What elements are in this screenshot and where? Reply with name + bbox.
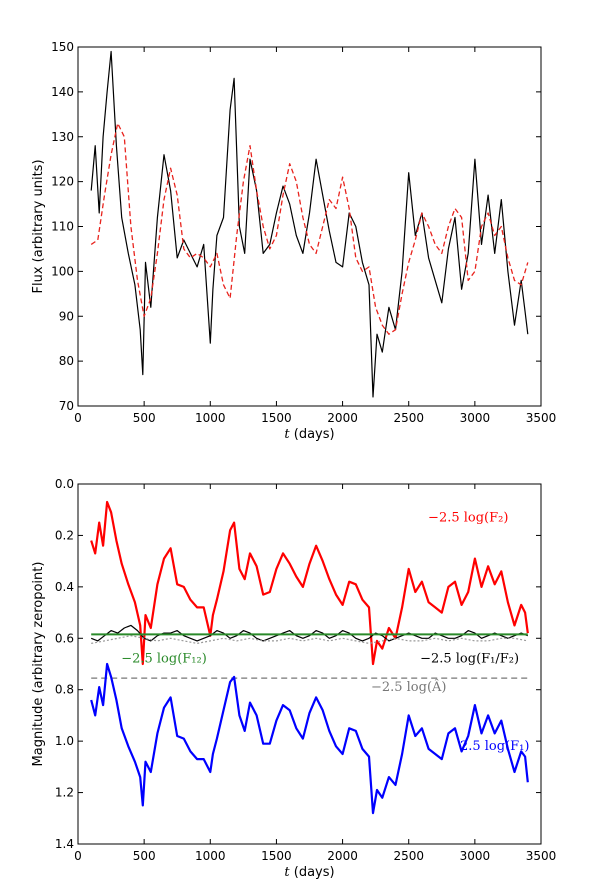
annotation-label: −2.5 log(Â) xyxy=(371,679,447,695)
x-tick-label: 0 xyxy=(74,849,82,863)
y-tick-label: 1.0 xyxy=(55,734,74,748)
y-tick-label: 80 xyxy=(59,354,74,368)
y-tick-label: 70 xyxy=(59,399,74,413)
y-tick-label: 0.8 xyxy=(55,683,74,697)
x-tick-label: 500 xyxy=(133,849,156,863)
x-tick-label: 1000 xyxy=(195,849,226,863)
y-tick-label: 100 xyxy=(51,264,74,278)
series-line-1-1 xyxy=(90,624,529,642)
x-tick-label: 2500 xyxy=(393,849,424,863)
y-tick-label: 130 xyxy=(51,130,74,144)
y-tick-label: 0.6 xyxy=(55,631,74,645)
y-axis-label: Magnitude (arbitrary zeropoint) xyxy=(31,562,46,767)
series-line-1-0 xyxy=(90,500,529,666)
y-tick-label: 1.4 xyxy=(55,837,74,851)
y-axis-label: Flux (arbitrary units) xyxy=(31,159,46,293)
y-tick-label: 90 xyxy=(59,309,74,323)
magnitude-panel: 0 500 1000 1500 2000 2500 3000 3500 0.0 0.2 0.4 0.6… xyxy=(31,477,556,880)
series-line-0-0 xyxy=(90,50,529,398)
y-tick-label: 110 xyxy=(51,220,74,234)
annotation-label: −2.5 log(F₁₂) xyxy=(121,652,207,667)
y-tick-label: 0.4 xyxy=(55,580,74,594)
x-tick-label: 3000 xyxy=(460,411,491,425)
x-tick-label: 0 xyxy=(74,411,82,425)
plot-frame xyxy=(77,46,542,407)
x-tick-label: 1500 xyxy=(261,849,292,863)
y-tick-label: 120 xyxy=(51,175,74,189)
annotation-label: −2.5 log(F₁/F₂) xyxy=(420,652,519,667)
x-tick-label: 3000 xyxy=(460,849,491,863)
series-line-0-1 xyxy=(90,122,529,335)
x-tick-label: 3500 xyxy=(526,411,557,425)
y-tick-label: 1.2 xyxy=(55,786,74,800)
x-tick-label: 500 xyxy=(133,411,156,425)
x-tick-label: 2500 xyxy=(393,411,424,425)
flux-panel: 0 500 1000 1500 2000 2500 3000 3500 70 80 90 100 110… xyxy=(31,40,556,442)
x-tick-label: 2000 xyxy=(327,411,358,425)
annotation-label: 2.5 log(F₁) xyxy=(460,739,530,754)
x-tick-label: 2000 xyxy=(327,849,358,863)
y-tick-label: 0.2 xyxy=(55,528,74,542)
y-tick-label: 0.0 xyxy=(55,477,74,491)
x-axis-label: t (days) xyxy=(284,427,334,442)
y-tick-label: 150 xyxy=(51,40,74,54)
y-tick-label: 140 xyxy=(51,85,74,99)
x-axis-label: t (days) xyxy=(284,865,334,880)
x-tick-label: 1500 xyxy=(261,411,292,425)
annotation-label: −2.5 log(F₂) xyxy=(428,510,508,525)
series-line-1-5 xyxy=(90,662,529,815)
x-tick-label: 3500 xyxy=(526,849,557,863)
x-tick-label: 1000 xyxy=(195,411,226,425)
plot-frame xyxy=(77,483,542,845)
